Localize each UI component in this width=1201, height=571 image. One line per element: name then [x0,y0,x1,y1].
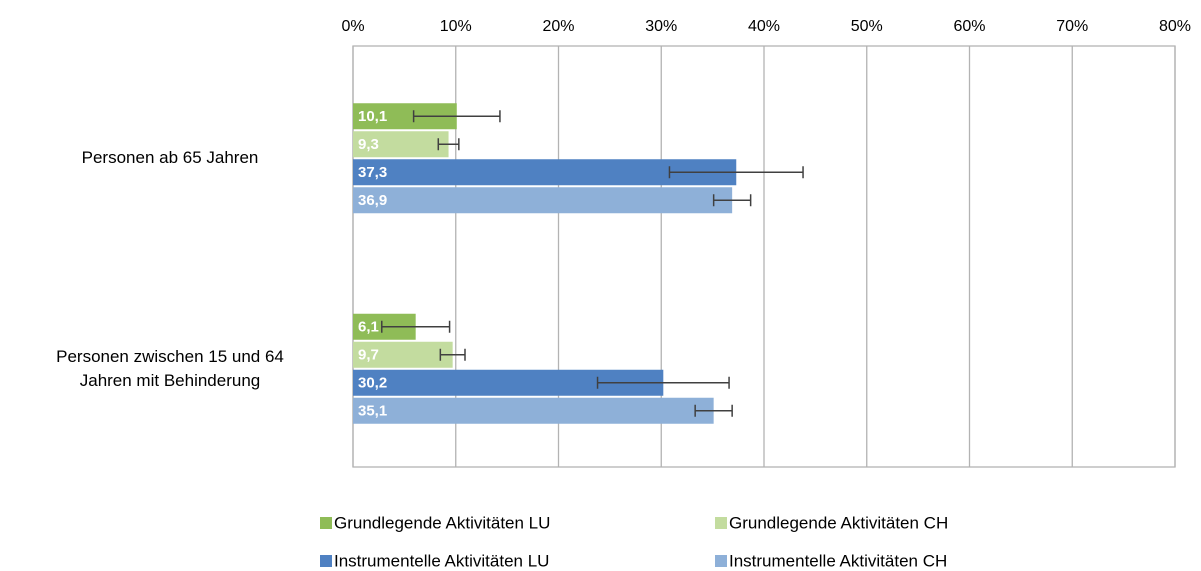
x-tick-label: 20% [542,18,574,35]
x-tick-label: 10% [440,18,472,35]
bar [353,187,733,214]
error-bar [412,110,501,123]
value-label: 9,7 [358,347,379,364]
error-bar [712,194,752,207]
legend-swatch [320,555,332,567]
x-tick-label: 30% [645,18,677,35]
x-tick-label: 60% [953,18,985,35]
value-label: 36,9 [358,192,387,209]
value-label: 10,1 [358,108,387,125]
value-label: 37,3 [358,164,387,181]
category-label: Personen zwischen 15 und 64 Jahren mit B… [56,346,284,390]
value-label: 35,1 [358,403,387,420]
value-label: 30,2 [358,375,387,392]
error-bar [596,376,730,389]
bar [353,131,449,158]
error-bar [437,138,460,151]
error-bar [381,320,451,333]
error-bar [439,348,466,361]
value-label: 9,3 [358,136,379,153]
x-tick-label: 0% [341,18,364,35]
x-tick-label: 50% [851,18,883,35]
bar [353,397,714,424]
x-tick-label: 40% [748,18,780,35]
value-label: 6,1 [358,319,379,336]
legend-label: Instrumentelle Aktivitäten LU [334,551,549,570]
legend-swatch [715,517,727,529]
legend-label: Grundlegende Aktivitäten CH [729,513,948,532]
legend-label: Grundlegende Aktivitäten LU [334,513,550,532]
plot-border [352,45,1176,468]
legend-swatch [320,517,332,529]
x-tick-label: 80% [1159,18,1191,35]
error-bar [694,404,733,417]
legend-swatch [715,555,727,567]
category-label: Personen ab 65 Jahren [81,148,259,168]
bar [353,341,453,368]
legend-label: Instrumentelle Aktivitäten CH [729,551,947,570]
x-tick-label: 70% [1056,18,1088,35]
error-bar [668,166,804,179]
